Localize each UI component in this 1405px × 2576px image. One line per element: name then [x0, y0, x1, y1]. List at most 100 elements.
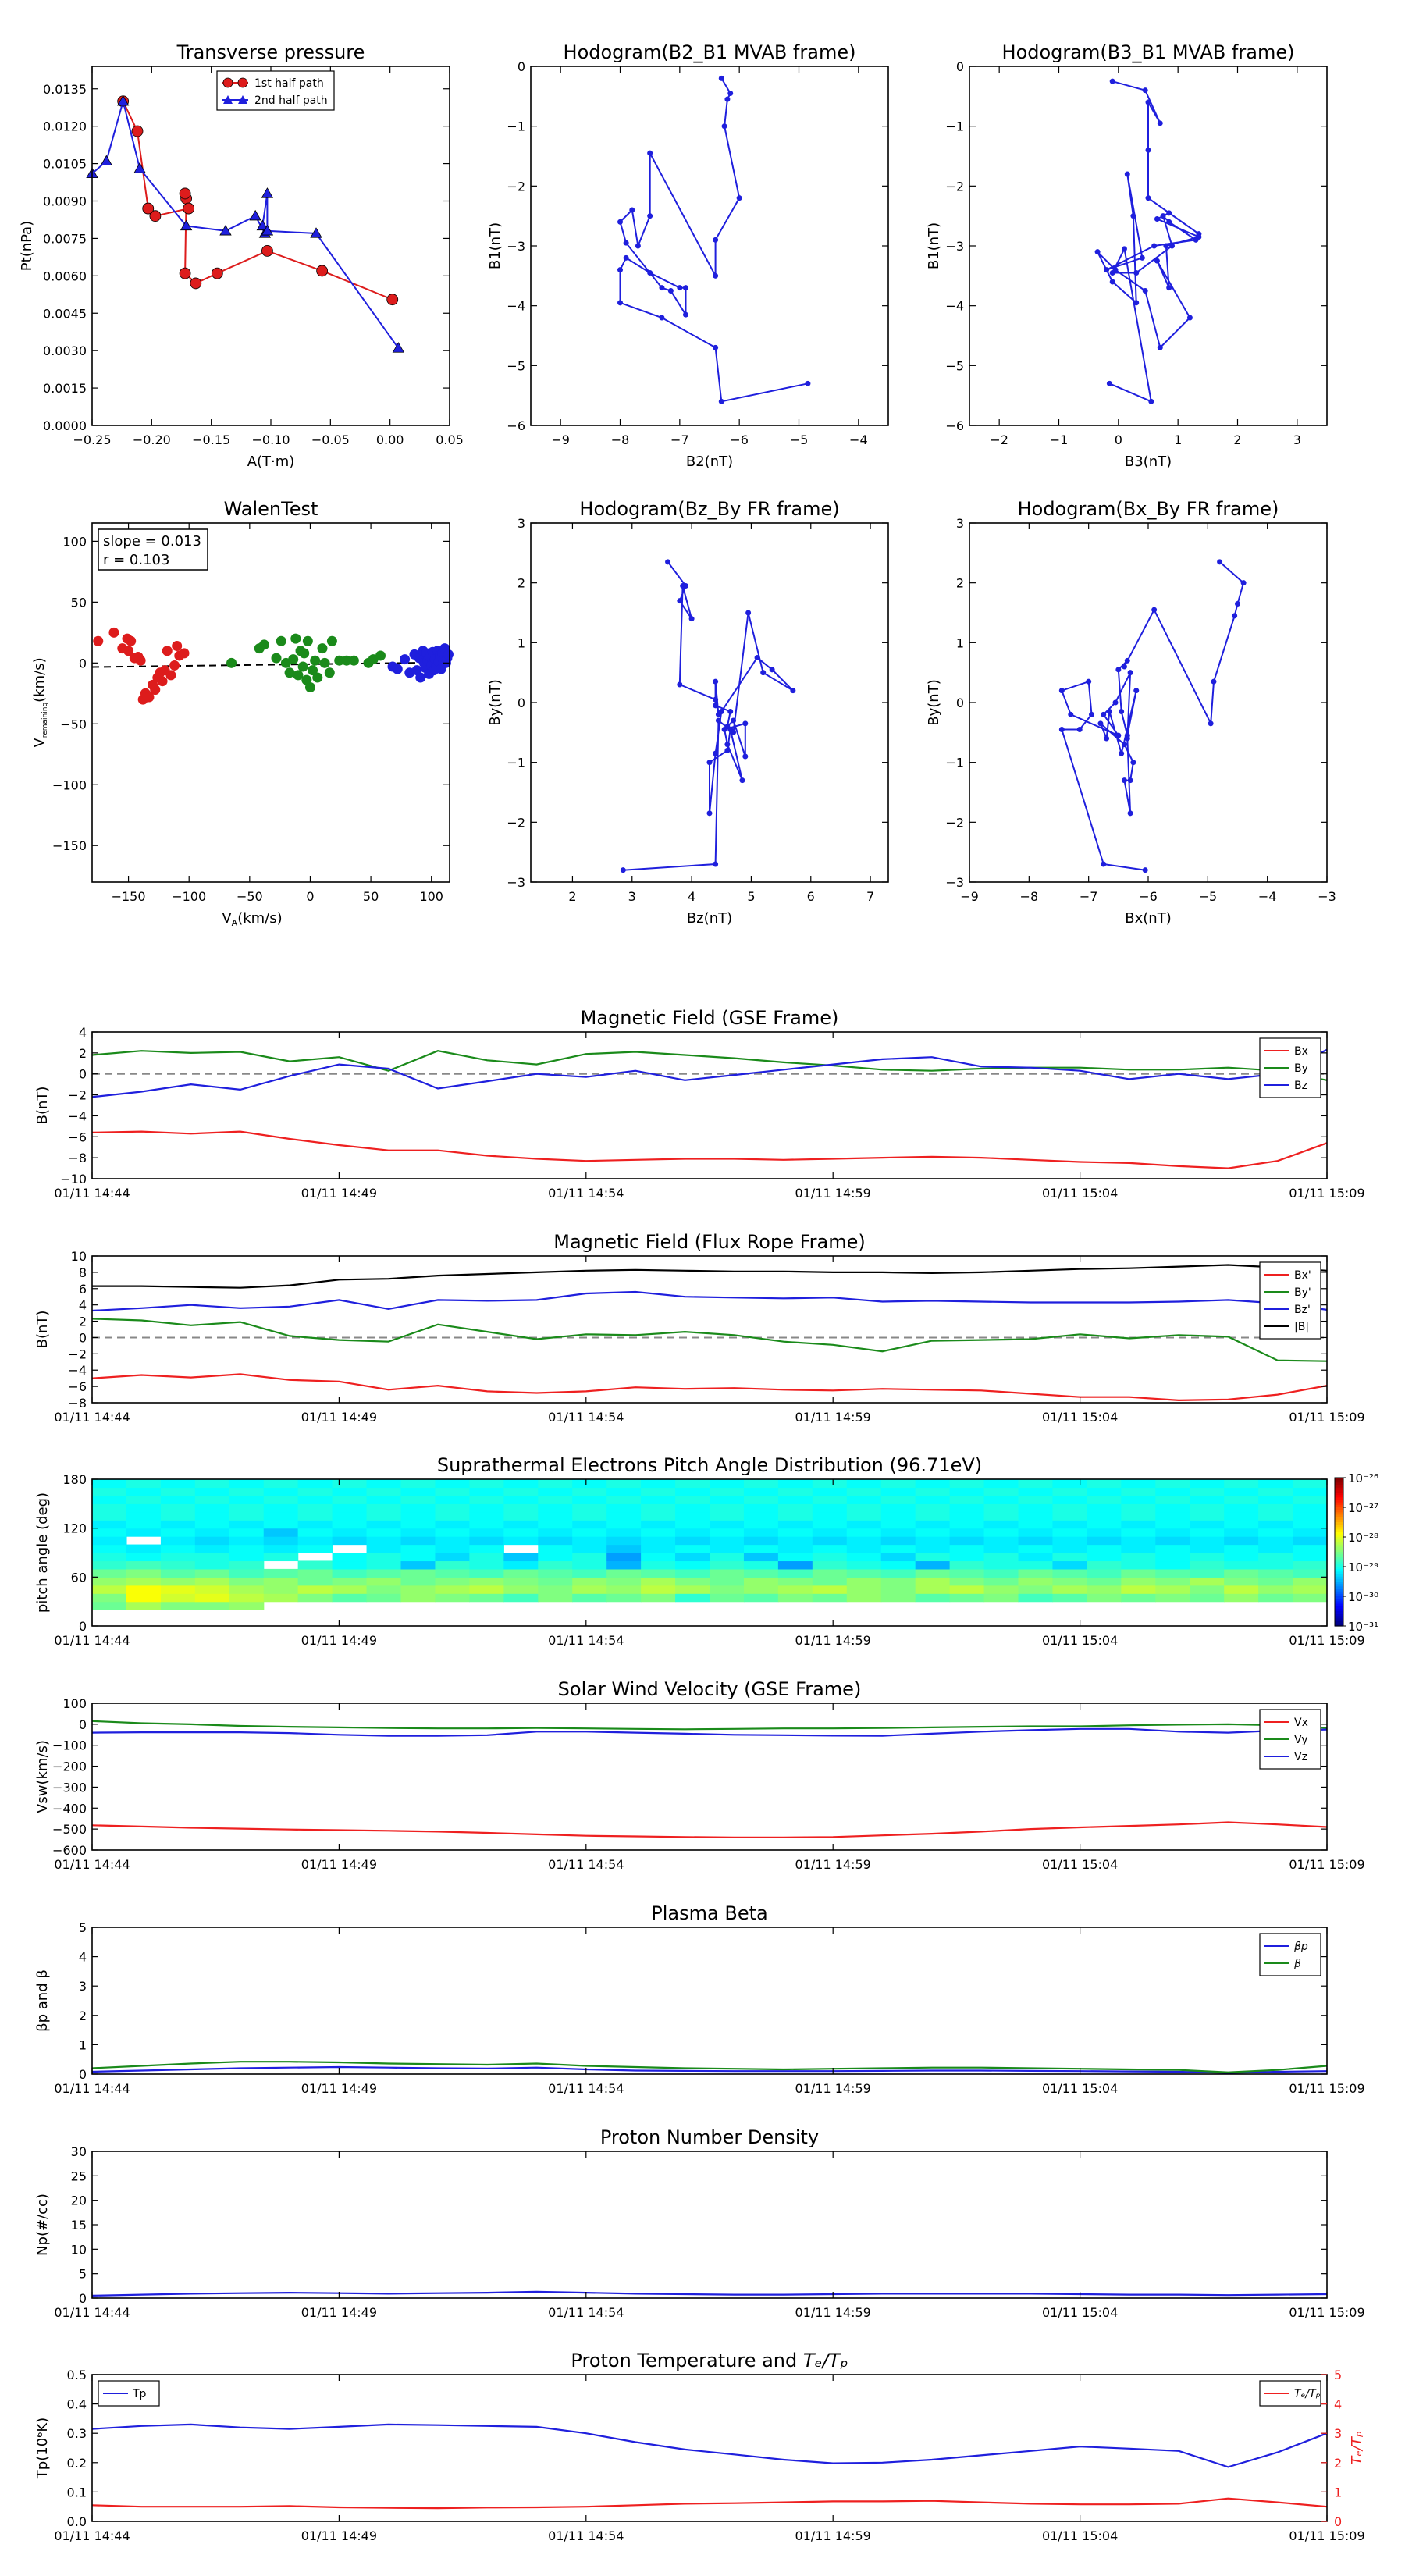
data-point: [1166, 219, 1172, 225]
heatmap-cell: [1087, 1495, 1122, 1504]
heatmap-cell: [194, 1568, 230, 1578]
data-point: [665, 559, 671, 565]
heatmap-cell: [846, 1560, 882, 1570]
heatmap-cell: [92, 1495, 127, 1504]
y-tick-label: 60: [71, 1570, 87, 1585]
heatmap-cell: [1155, 1487, 1190, 1496]
y-tick-label: 5: [79, 1920, 87, 1935]
plot-background: [531, 523, 888, 882]
y-axis-label: By(nT): [487, 679, 503, 725]
data-point: [1109, 270, 1115, 276]
y-tick-label: 10: [71, 1249, 87, 1264]
y-axis-label: B(nT): [34, 1087, 51, 1125]
x-tick-label: −3: [1318, 889, 1336, 904]
heatmap-cell: [263, 1536, 299, 1546]
colorbar-segment: [1335, 1584, 1343, 1587]
heatmap-cell: [1121, 1585, 1156, 1594]
heatmap-cell: [1224, 1593, 1259, 1603]
heatmap-cell: [1018, 1568, 1054, 1578]
heatmap-cell: [160, 1479, 196, 1489]
heatmap-cell: [1087, 1577, 1122, 1586]
heatmap-cell: [92, 1577, 127, 1586]
data-point: [727, 709, 734, 714]
heatmap-cell: [92, 1479, 127, 1489]
x-tick-label: −5: [1199, 889, 1218, 904]
time-tick-label: 01/11 15:04: [1042, 2305, 1118, 2320]
heatmap-cell: [366, 1536, 402, 1546]
heatmap-cell: [469, 1520, 504, 1529]
heatmap-cell: [1258, 1536, 1293, 1546]
colorbar-frame: [1334, 1477, 1344, 1627]
heatmap-cell: [1121, 1520, 1156, 1529]
heatmap-cell: [332, 1503, 368, 1513]
chart-title: Transverse pressure: [176, 41, 365, 63]
y-tick-label: 0: [79, 1067, 87, 1082]
y-tick-label: −500: [52, 1822, 87, 1837]
heatmap-cell: [160, 1601, 196, 1610]
data-point: [1148, 398, 1154, 404]
data-point: [324, 667, 335, 678]
heatmap-cell: [503, 1553, 539, 1562]
y-tick-label: 0: [79, 656, 87, 671]
x-tick-label: −7: [1080, 889, 1098, 904]
y-tick-label: 0.0060: [43, 269, 87, 283]
y-tick-label: 0: [956, 696, 964, 710]
series-line: [91, 1130, 1328, 1169]
y-tick-label: 0: [79, 1717, 87, 1732]
y-tick-label: 0.3: [67, 2426, 87, 2441]
y-tick-label: 0.0105: [43, 157, 87, 172]
heatmap-cell: [777, 1520, 813, 1529]
colorbar-segment: [1335, 1510, 1343, 1513]
heatmap-cell: [297, 1503, 333, 1513]
heatmap-cell: [1018, 1553, 1054, 1562]
heatmap-cell: [777, 1544, 813, 1553]
colorbar-tick-label: 10⁻²⁸: [1348, 1531, 1378, 1545]
heatmap-cell: [160, 1544, 196, 1553]
heatmap-cell: [675, 1495, 710, 1504]
data-point: [1106, 380, 1112, 386]
colorbar-segment: [1335, 1525, 1343, 1528]
heatmap-cell: [1293, 1560, 1328, 1570]
y-tick-label: −1: [507, 119, 525, 134]
heatmap-cell: [297, 1544, 333, 1553]
heatmap-cell: [915, 1520, 951, 1529]
heatmap-cell: [229, 1487, 265, 1496]
heatmap-cell: [160, 1536, 196, 1546]
heatmap-cell: [1052, 1544, 1087, 1553]
heatmap-cell: [503, 1560, 539, 1570]
x-tick-label: −0.10: [251, 432, 290, 447]
y-tick-label: 3: [956, 516, 964, 531]
heatmap-cell: [366, 1495, 402, 1504]
colorbar-segment: [1335, 1616, 1343, 1620]
heatmap-cell: [400, 1528, 436, 1537]
y-tick-label: 0.1: [67, 2485, 87, 2500]
data-point: [1119, 709, 1125, 714]
plot-background: [969, 523, 1327, 882]
heatmap-cell: [777, 1511, 813, 1521]
colorbar-segment: [1335, 1537, 1343, 1540]
heatmap-cell: [710, 1560, 745, 1570]
y-axis-label: pitch angle (deg): [34, 1493, 51, 1613]
y-tick-label: 0.0000: [43, 418, 87, 433]
plot-background: [92, 1927, 1327, 2074]
legend-label: By: [1294, 1062, 1308, 1075]
heatmap-cell: [92, 1553, 127, 1562]
heatmap-cell: [984, 1495, 1019, 1504]
panel-h3: 2 3 4 5 6 7 3 2 1 0 −1 −2 −3 Hodogram(Bz_By FR frame)…: [487, 498, 889, 927]
heatmap-cell: [846, 1593, 882, 1603]
heatmap-cell: [984, 1585, 1019, 1594]
y-tick-label: −3: [945, 239, 964, 254]
data-point: [760, 670, 767, 676]
heatmap-cell: [1018, 1503, 1054, 1513]
heatmap-cell: [880, 1487, 916, 1496]
colorbar-segment: [1335, 1578, 1343, 1582]
panel-tp: 01/11 14:44 01/11 14:49 01/11 14:54 01/11 1…: [34, 2350, 1365, 2543]
chart-title: Proton Temperature and Tₑ/Tₚ: [571, 2350, 848, 2371]
heatmap-cell: [538, 1536, 573, 1546]
colorbar-tick-label: 10⁻²⁶: [1348, 1471, 1378, 1485]
heatmap-cell: [469, 1511, 504, 1521]
heatmap-cell: [710, 1487, 745, 1496]
time-tick-label: 01/11 14:49: [301, 1186, 377, 1201]
data-point: [724, 747, 731, 753]
y-tick-label: 0.0090: [43, 194, 87, 209]
